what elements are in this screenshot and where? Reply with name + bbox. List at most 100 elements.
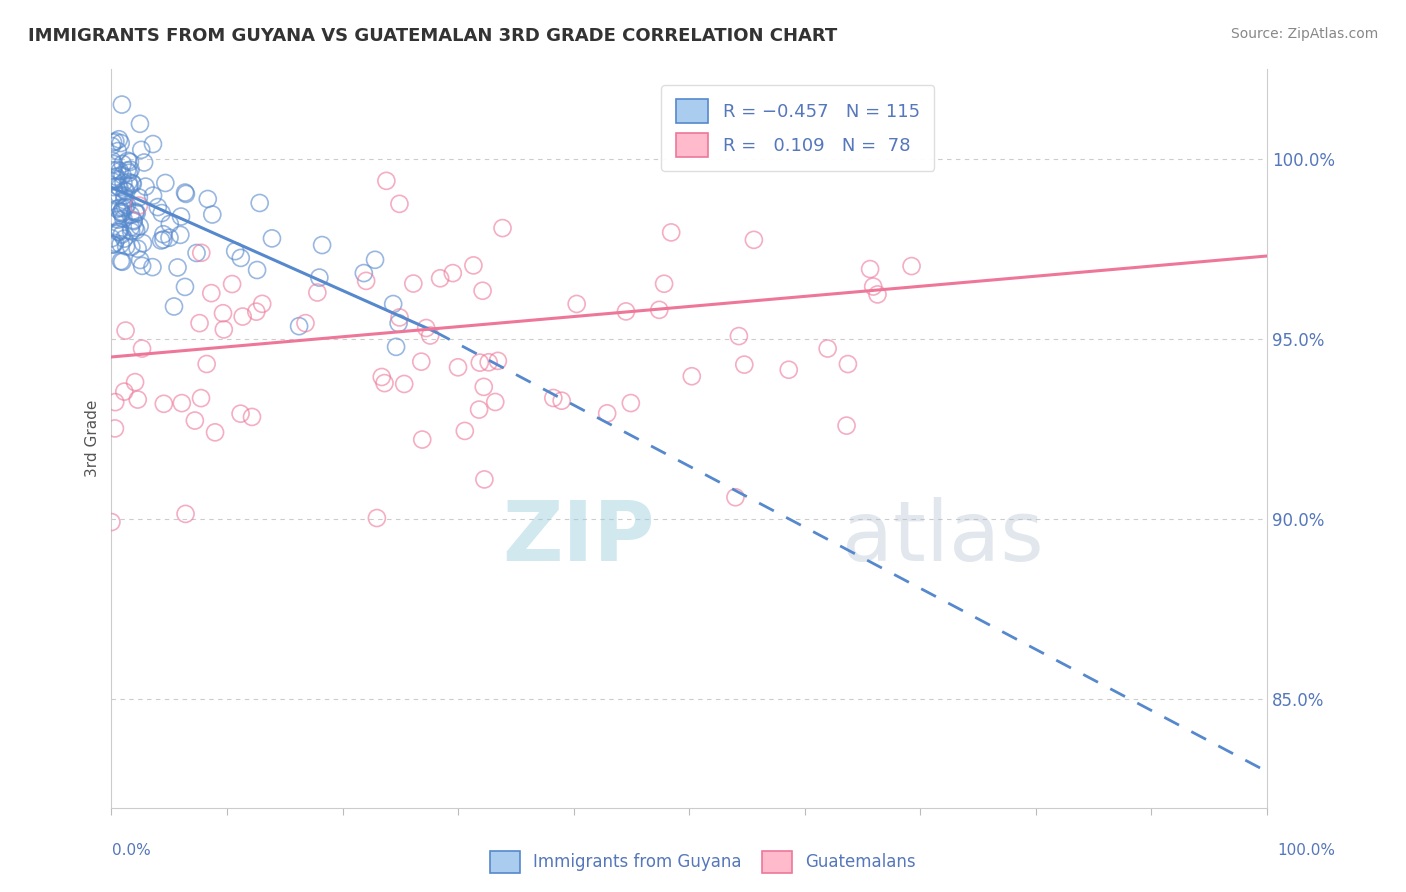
Point [112, 384, 135, 399]
Point [491, 221, 513, 235]
Point [129, 252, 152, 267]
Point [101, 237, 124, 252]
Point [110, 254, 132, 268]
Point [385, 340, 408, 354]
Point [402, 277, 425, 291]
Point [124, 204, 146, 219]
Point [163, 300, 186, 314]
Point [371, 370, 394, 384]
Point [166, 260, 188, 275]
Point [112, 176, 135, 190]
Point [484, 395, 506, 409]
Point [596, 406, 619, 420]
Legend: Immigrants from Guyana, Guatemalans: Immigrants from Guyana, Guatemalans [484, 845, 922, 880]
Point [100, 515, 122, 529]
Point [184, 413, 207, 427]
Point [150, 234, 173, 248]
Point [120, 220, 142, 235]
Point [294, 316, 316, 330]
Point [170, 210, 193, 224]
Point [862, 279, 884, 293]
Point [112, 188, 135, 202]
Point [169, 227, 191, 242]
Point [117, 163, 139, 178]
Point [681, 369, 703, 384]
Point [117, 175, 139, 189]
Point [107, 212, 129, 227]
Point [411, 433, 433, 447]
Point [128, 190, 150, 204]
Point [159, 217, 181, 231]
Point [112, 211, 135, 226]
Point [190, 391, 212, 405]
Point [120, 208, 142, 222]
Point [104, 172, 127, 186]
Point [124, 375, 146, 389]
Point [129, 143, 152, 157]
Text: ZIP: ZIP [502, 497, 654, 578]
Point [141, 260, 163, 274]
Point [131, 259, 153, 273]
Point [118, 178, 141, 193]
Point [468, 356, 491, 370]
Point [186, 246, 208, 260]
Point [110, 204, 132, 219]
Point [124, 206, 146, 220]
Point [146, 200, 169, 214]
Point [354, 274, 377, 288]
Point [135, 179, 157, 194]
Point [229, 407, 252, 421]
Point [117, 153, 139, 168]
Point [565, 297, 588, 311]
Point [866, 287, 889, 301]
Point [478, 355, 501, 369]
Point [900, 259, 922, 273]
Point [120, 240, 142, 254]
Point [240, 409, 263, 424]
Point [197, 192, 219, 206]
Point [110, 136, 132, 150]
Point [382, 297, 405, 311]
Text: 0.0%: 0.0% [112, 843, 152, 858]
Point [543, 391, 565, 405]
Point [353, 266, 375, 280]
Point [472, 380, 495, 394]
Point [120, 162, 142, 177]
Point [174, 280, 197, 294]
Point [142, 136, 165, 151]
Point [159, 231, 181, 245]
Point [429, 271, 451, 285]
Point [550, 393, 572, 408]
Point [364, 252, 387, 267]
Point [104, 134, 127, 148]
Point [112, 201, 135, 215]
Point [221, 277, 243, 291]
Point [419, 328, 441, 343]
Point [373, 376, 395, 390]
Point [111, 97, 134, 112]
Point [232, 310, 254, 324]
Text: atlas: atlas [842, 497, 1045, 578]
Point [105, 202, 128, 216]
Point [103, 157, 125, 171]
Point [835, 418, 858, 433]
Point [105, 163, 128, 178]
Point [170, 396, 193, 410]
Point [212, 322, 235, 336]
Point [104, 421, 127, 435]
Point [118, 155, 141, 169]
Point [174, 186, 197, 201]
Point [108, 223, 131, 237]
Point [201, 207, 224, 221]
Point [108, 164, 131, 178]
Point [728, 329, 751, 343]
Point [108, 132, 131, 146]
Point [125, 223, 148, 237]
Point [132, 236, 155, 251]
Point [200, 286, 222, 301]
Point [388, 310, 411, 325]
Point [114, 184, 136, 198]
Point [104, 210, 127, 224]
Point [245, 304, 267, 318]
Point [101, 163, 124, 178]
